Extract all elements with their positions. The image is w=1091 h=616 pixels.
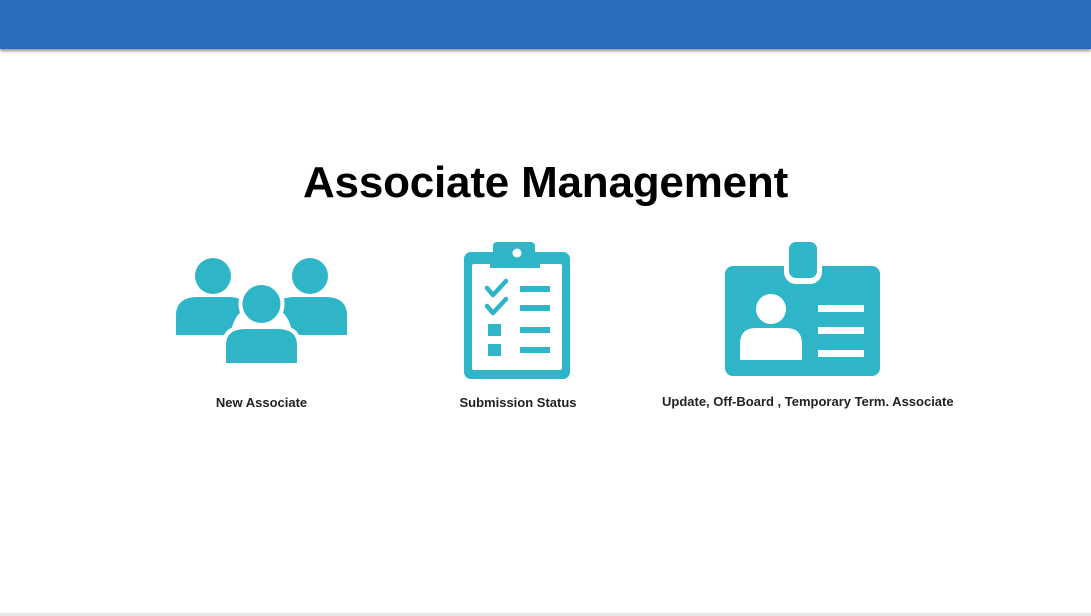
users-group-icon[interactable] — [174, 255, 349, 367]
new-associate-tile[interactable]: New Associate — [174, 255, 349, 415]
update-associate-label[interactable]: Update, Off-Board , Temporary Term. Asso… — [662, 394, 954, 409]
submission-status-tile[interactable]: Submission Status — [459, 240, 577, 415]
top-header-bar — [0, 0, 1091, 49]
clipboard-checklist-icon[interactable] — [462, 240, 574, 382]
page-bottom-divider — [0, 613, 1091, 616]
submission-status-label[interactable]: Submission Status — [459, 395, 577, 410]
new-associate-label[interactable]: New Associate — [215, 395, 308, 410]
id-badge-icon[interactable] — [722, 240, 882, 378]
page-title: Associate Management — [302, 158, 789, 207]
update-associate-tile[interactable]: Update, Off-Board , Temporary Term. Asso… — [662, 240, 954, 415]
